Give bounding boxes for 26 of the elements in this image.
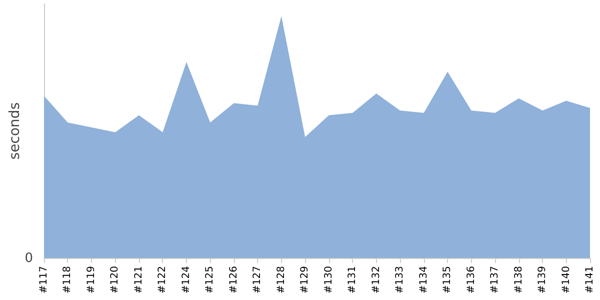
x-tick-label: #126 xyxy=(228,266,240,294)
x-tick-label: #119 xyxy=(86,266,97,294)
x-tick-label: #136 xyxy=(466,266,477,294)
x-tick-label: #118 xyxy=(62,266,74,294)
x-tick-label: #129 xyxy=(300,266,311,294)
x-tick-label: #127 xyxy=(252,266,264,294)
x-tick-label: #135 xyxy=(442,266,454,294)
x-tick-label: #140 xyxy=(560,266,572,294)
x-tick-label: #128 xyxy=(276,266,287,294)
x-tick-label: #141 xyxy=(584,266,596,294)
x-tick-label: #122 xyxy=(157,266,168,294)
x-tick-label: #130 xyxy=(323,266,334,294)
y-axis-title: seconds xyxy=(7,102,23,160)
x-tick-label: #132 xyxy=(370,266,382,294)
x-tick-label: #134 xyxy=(418,266,430,294)
x-tick-label: #121 xyxy=(133,266,144,294)
text: 0 xyxy=(24,251,33,266)
x-tick-label: #120 xyxy=(110,266,121,294)
x-tick-label: #124 xyxy=(180,266,192,294)
x-tick-label: #117 xyxy=(38,266,50,294)
x-tick-label: #131 xyxy=(347,266,358,294)
x-tick-label: #139 xyxy=(537,266,548,294)
x-tick-label: #133 xyxy=(394,266,406,294)
x-tick-label: #138 xyxy=(513,266,524,294)
x-tick-label: #125 xyxy=(204,266,216,294)
x-tick-label: #137 xyxy=(490,266,501,294)
